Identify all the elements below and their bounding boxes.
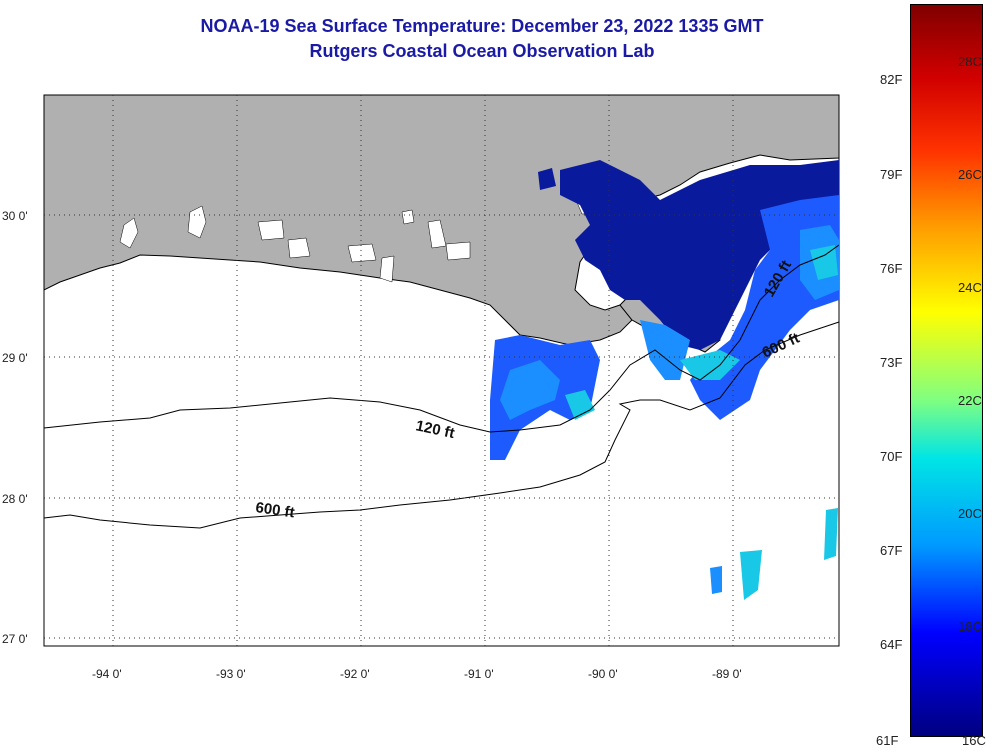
lat-tick-30: 30 0' [2,209,28,223]
lon-tick-91: -91 0' [464,667,494,681]
colorbar-label-20c: 20C [958,506,982,521]
colorbar-label-24c: 24C [958,280,982,295]
colorbar-label-67f: 67F [880,543,903,558]
contour-label-600ft-west: 600 ft [254,499,295,521]
lat-tick-28: 28 0' [2,492,28,506]
lon-tick-90: -90 0' [588,667,618,681]
colorbar-label-61f: 61F [876,733,899,748]
lon-tick-89: -89 0' [712,667,742,681]
colorbar-label-76f: 76F [880,261,903,276]
colorbar-label-70f: 70F [880,449,903,464]
map-subtitle: Rutgers Coastal Ocean Observation Lab [309,41,655,61]
colorbar-label-82f: 82F [880,72,903,87]
contour-600ft [43,321,840,529]
colorbar-label-26c: 26C [958,167,982,182]
colorbar-label-18c: 18C [958,619,982,634]
lon-tick-labels: -94 0' -93 0' -92 0' -91 0' -90 0' -89 0… [92,667,742,681]
contour-120ft [43,244,840,433]
lon-tick-93: -93 0' [216,667,246,681]
graticule [44,95,839,646]
sst-data [490,160,839,600]
colorbar-label-64f: 64F [880,637,903,652]
colorbar-label-28c: 28C [958,54,982,69]
lat-tick-27: 27 0' [2,632,28,646]
lat-tick-labels: 30 0' 29 0' 28 0' 27 0' [2,209,28,646]
lon-tick-92: -92 0' [340,667,370,681]
lon-tick-94: -94 0' [92,667,122,681]
lat-tick-29: 29 0' [2,351,28,365]
temperature-colorbar [910,4,983,737]
colorbar-label-22c: 22C [958,393,982,408]
map-title: NOAA-19 Sea Surface Temperature: Decembe… [200,16,764,36]
colorbar-label-16c: 16C [962,733,986,748]
colorbar-label-79f: 79F [880,167,903,182]
colorbar-label-73f: 73F [880,355,903,370]
